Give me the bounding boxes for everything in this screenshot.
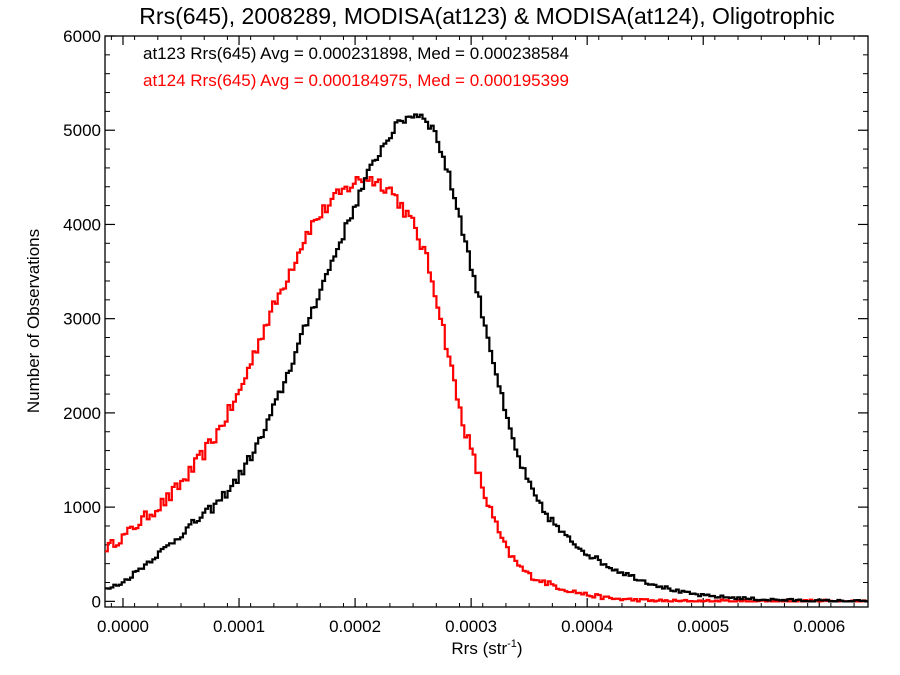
- y-axis-title: Number of Observations: [24, 229, 43, 413]
- plot-frame: [104, 35, 869, 608]
- series-layer: [105, 113, 868, 603]
- x-tick-label: 0.0002: [329, 617, 381, 636]
- x-axis-ticks: 0.0000 0.0001 0.0002 0.0003 0.0004 0.0005 0.00…: [97, 36, 855, 636]
- x-tick-label: 0.0001: [213, 617, 265, 636]
- series-line: [105, 113, 868, 603]
- legend: at123 Rrs(645) Avg = 0.000231898, Med = …: [143, 44, 569, 90]
- y-tick-label: 3000: [63, 310, 101, 329]
- y-tick-label: 4000: [63, 215, 101, 234]
- x-tick-label: 0.0006: [793, 617, 845, 636]
- x-tick-label: 0.0000: [97, 617, 149, 636]
- y-tick-label: 1000: [63, 498, 101, 517]
- y-tick-label: 2000: [63, 404, 101, 423]
- x-axis-title-close: ): [517, 639, 523, 658]
- series-line: [105, 175, 868, 603]
- y-tick-label: 0: [92, 592, 101, 611]
- x-tick-label: 0.0005: [677, 617, 729, 636]
- x-axis-title-superscript: -1: [507, 638, 517, 650]
- x-tick-label: 0.0004: [561, 617, 613, 636]
- legend-entry: at123 Rrs(645) Avg = 0.000231898, Med = …: [143, 44, 569, 63]
- chart-title: Rrs(645), 2008289, MODISA(at123) & MODIS…: [139, 3, 834, 29]
- y-tick-label: 5000: [63, 121, 101, 140]
- x-tick-label: 0.0003: [445, 617, 497, 636]
- y-axis-ticks: 0 1000 2000 3000 4000 5000 6000: [63, 27, 868, 611]
- legend-entry: at124 Rrs(645) Avg = 0.000184975, Med = …: [143, 71, 569, 90]
- x-axis-title-text: Rrs (str: [451, 639, 507, 658]
- x-axis-title: Rrs (str-1): [451, 638, 522, 658]
- y-tick-label: 6000: [63, 27, 101, 46]
